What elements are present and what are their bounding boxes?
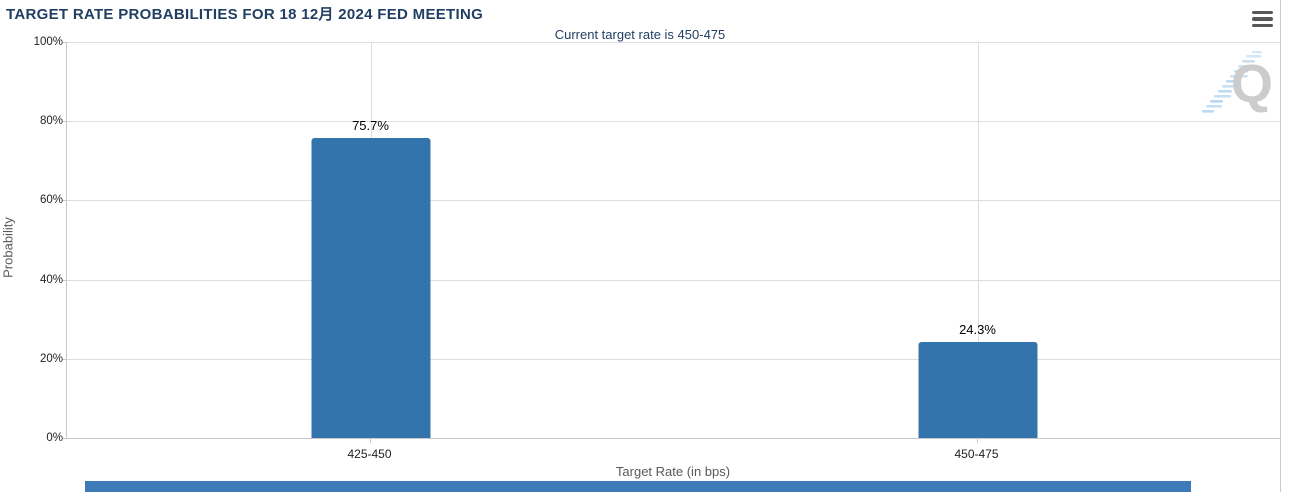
h-gridline — [67, 200, 1281, 202]
x-tick-mark — [976, 438, 978, 443]
bar-value-label: 24.3% — [959, 321, 996, 337]
y-tick-mark — [62, 121, 67, 123]
quikstrike-watermark-icon: Q — [1202, 51, 1273, 114]
container-right-border — [1280, 0, 1281, 492]
x-tick-mark — [369, 438, 371, 443]
y-tick-mark — [62, 438, 67, 439]
menu-bar — [1252, 23, 1273, 28]
chart-subtitle: Current target rate is 450-475 — [554, 27, 726, 42]
probability-bar: 75.7% — [311, 118, 430, 438]
h-gridline — [67, 42, 1281, 43]
y-tick-label: 40% — [39, 273, 63, 286]
menu-bar — [1252, 17, 1273, 21]
y-axis-title: Probability — [0, 217, 16, 278]
bottom-blue-strip — [85, 481, 1191, 492]
probability-bar: 24.3% — [918, 322, 1037, 438]
x-tick-label: 450-475 — [954, 447, 999, 461]
menu-bar — [1252, 10, 1273, 15]
page-title: TARGET RATE PROBABILITIES FOR 18 12月 202… — [6, 6, 484, 23]
y-tick-label: 0% — [46, 432, 63, 444]
y-tick-mark — [62, 200, 67, 202]
plot-area: Q 75.7% 24.3% — [62, 42, 1281, 439]
x-axis-title: Target Rate (in bps) — [615, 464, 731, 479]
y-tick-mark — [62, 279, 67, 281]
y-tick-mark — [62, 358, 67, 360]
y-tick-label: 60% — [39, 194, 63, 207]
y-tick-label: 20% — [39, 352, 63, 365]
h-gridline — [67, 121, 1281, 123]
h-gridline — [67, 358, 1281, 360]
watermark-letter: Q — [1231, 54, 1273, 114]
v-gridline — [977, 42, 979, 438]
hamburger-menu-icon[interactable] — [1252, 9, 1276, 29]
y-tick-label: 80% — [39, 115, 63, 128]
y-tick-mark — [62, 42, 67, 43]
x-tick-label: 425-450 — [347, 447, 392, 461]
h-gridline — [67, 279, 1281, 281]
bar-value-label: 75.7% — [352, 118, 389, 134]
y-tick-label: 100% — [33, 36, 63, 48]
